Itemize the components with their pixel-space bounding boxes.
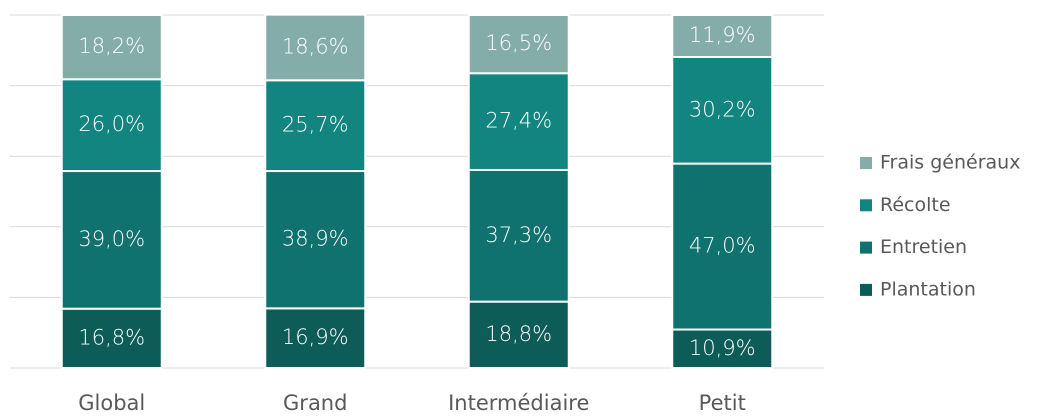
value-label: 10,9% (689, 336, 756, 360)
bar-segment (467, 72, 570, 171)
value-label: 18,2% (78, 34, 145, 58)
bar-segment (264, 307, 367, 369)
bar-segment (264, 13, 367, 82)
bar-segment (467, 168, 570, 303)
legend-swatch (860, 157, 872, 169)
bar-segment (671, 14, 774, 59)
x-tick-label: Global (78, 391, 145, 415)
value-label: 16,9% (282, 325, 349, 349)
value-label: 37,3% (485, 223, 552, 247)
value-label: 16,5% (485, 31, 552, 55)
legend-swatch (860, 283, 872, 296)
legend-label: Frais généraux (880, 152, 1020, 174)
value-label: 26,0% (78, 112, 145, 136)
legend-label: Plantation (880, 278, 976, 300)
value-label: 16,8% (78, 325, 145, 349)
bar-segment (671, 162, 774, 331)
bar-segment (60, 14, 163, 81)
bar-segment (264, 170, 367, 310)
bar-segment (671, 328, 774, 370)
bar-segment (60, 78, 163, 173)
value-label: 39,0% (78, 227, 145, 251)
x-tick-label: Grand (283, 391, 347, 415)
value-label: 25,7% (282, 113, 349, 137)
bar-segment (60, 307, 163, 370)
value-label: 27,4% (485, 109, 552, 133)
value-label: 30,2% (689, 97, 756, 121)
value-label: 18,6% (282, 34, 349, 58)
value-label: 18,8% (485, 322, 552, 346)
bar-segment (264, 79, 367, 173)
legend-label: Entretien (880, 236, 967, 258)
legend-swatch (860, 241, 872, 254)
legend-swatch (860, 199, 872, 212)
bar-segment (467, 14, 570, 75)
value-label: 38,9% (282, 227, 349, 251)
bar-segment (60, 170, 163, 310)
value-label: 11,9% (689, 23, 756, 47)
x-tick-label: Petit (699, 391, 746, 415)
legend-label: Récolte (880, 194, 951, 216)
value-label: 47,0% (689, 234, 756, 258)
x-tick-label: Intermédiaire (448, 391, 589, 415)
bar-segment (671, 56, 774, 165)
